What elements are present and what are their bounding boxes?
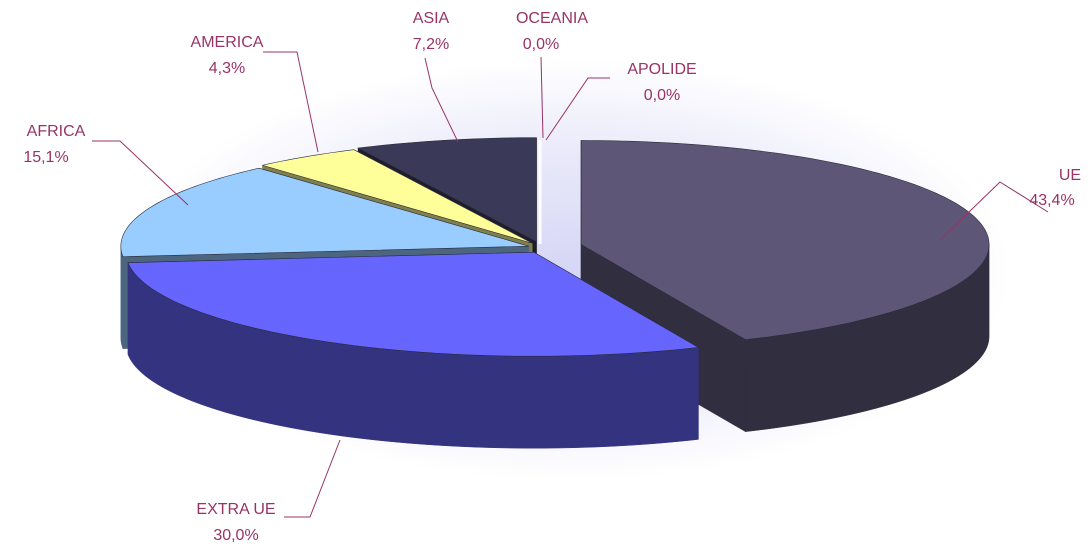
leader-line-america bbox=[263, 51, 319, 153]
slice-label-extra-ue: EXTRA UE bbox=[196, 501, 275, 518]
slice-value-extra-ue: 30,0% bbox=[213, 527, 258, 544]
slice-label-apolide: APOLIDE bbox=[627, 61, 696, 78]
slice-value-apolide: 0,0% bbox=[644, 87, 680, 104]
slice-top-extra-ue bbox=[127, 251, 700, 357]
slice-top-ue bbox=[580, 140, 990, 340]
leader-line-extra-ue bbox=[284, 439, 341, 518]
slice-label-oceania: OCEANIA bbox=[516, 10, 588, 27]
slice-label-ue: UE bbox=[1059, 167, 1081, 184]
leader-line-apolide bbox=[545, 77, 610, 141]
slice-top-africa bbox=[120, 167, 529, 257]
slice-label-asia: ASIA bbox=[413, 10, 450, 27]
slice-value-oceania: 0,0% bbox=[523, 36, 559, 53]
slice-top-asia bbox=[357, 137, 537, 243]
slice-value-america: 4,3% bbox=[209, 60, 245, 77]
slice-label-africa: AFRICA bbox=[27, 123, 86, 140]
slice-value-ue: 43,4% bbox=[1029, 192, 1074, 209]
labels-layer: UE 43,4% EXTRA UE 30,0% AFRICA 15,1% AME… bbox=[23, 10, 1081, 544]
leader-line-africa bbox=[92, 140, 189, 206]
leader-line-oceania bbox=[540, 56, 544, 139]
slice-tops-layer bbox=[120, 137, 990, 357]
slice-label-america: AMERICA bbox=[191, 34, 264, 51]
slice-value-asia: 7,2% bbox=[413, 36, 449, 53]
slice-top-america bbox=[262, 149, 533, 244]
leader-line-asia bbox=[424, 57, 459, 143]
leader-lines-layer bbox=[92, 51, 1049, 518]
slice-value-africa: 15,1% bbox=[23, 149, 68, 166]
leader-line-ue bbox=[939, 181, 1049, 241]
